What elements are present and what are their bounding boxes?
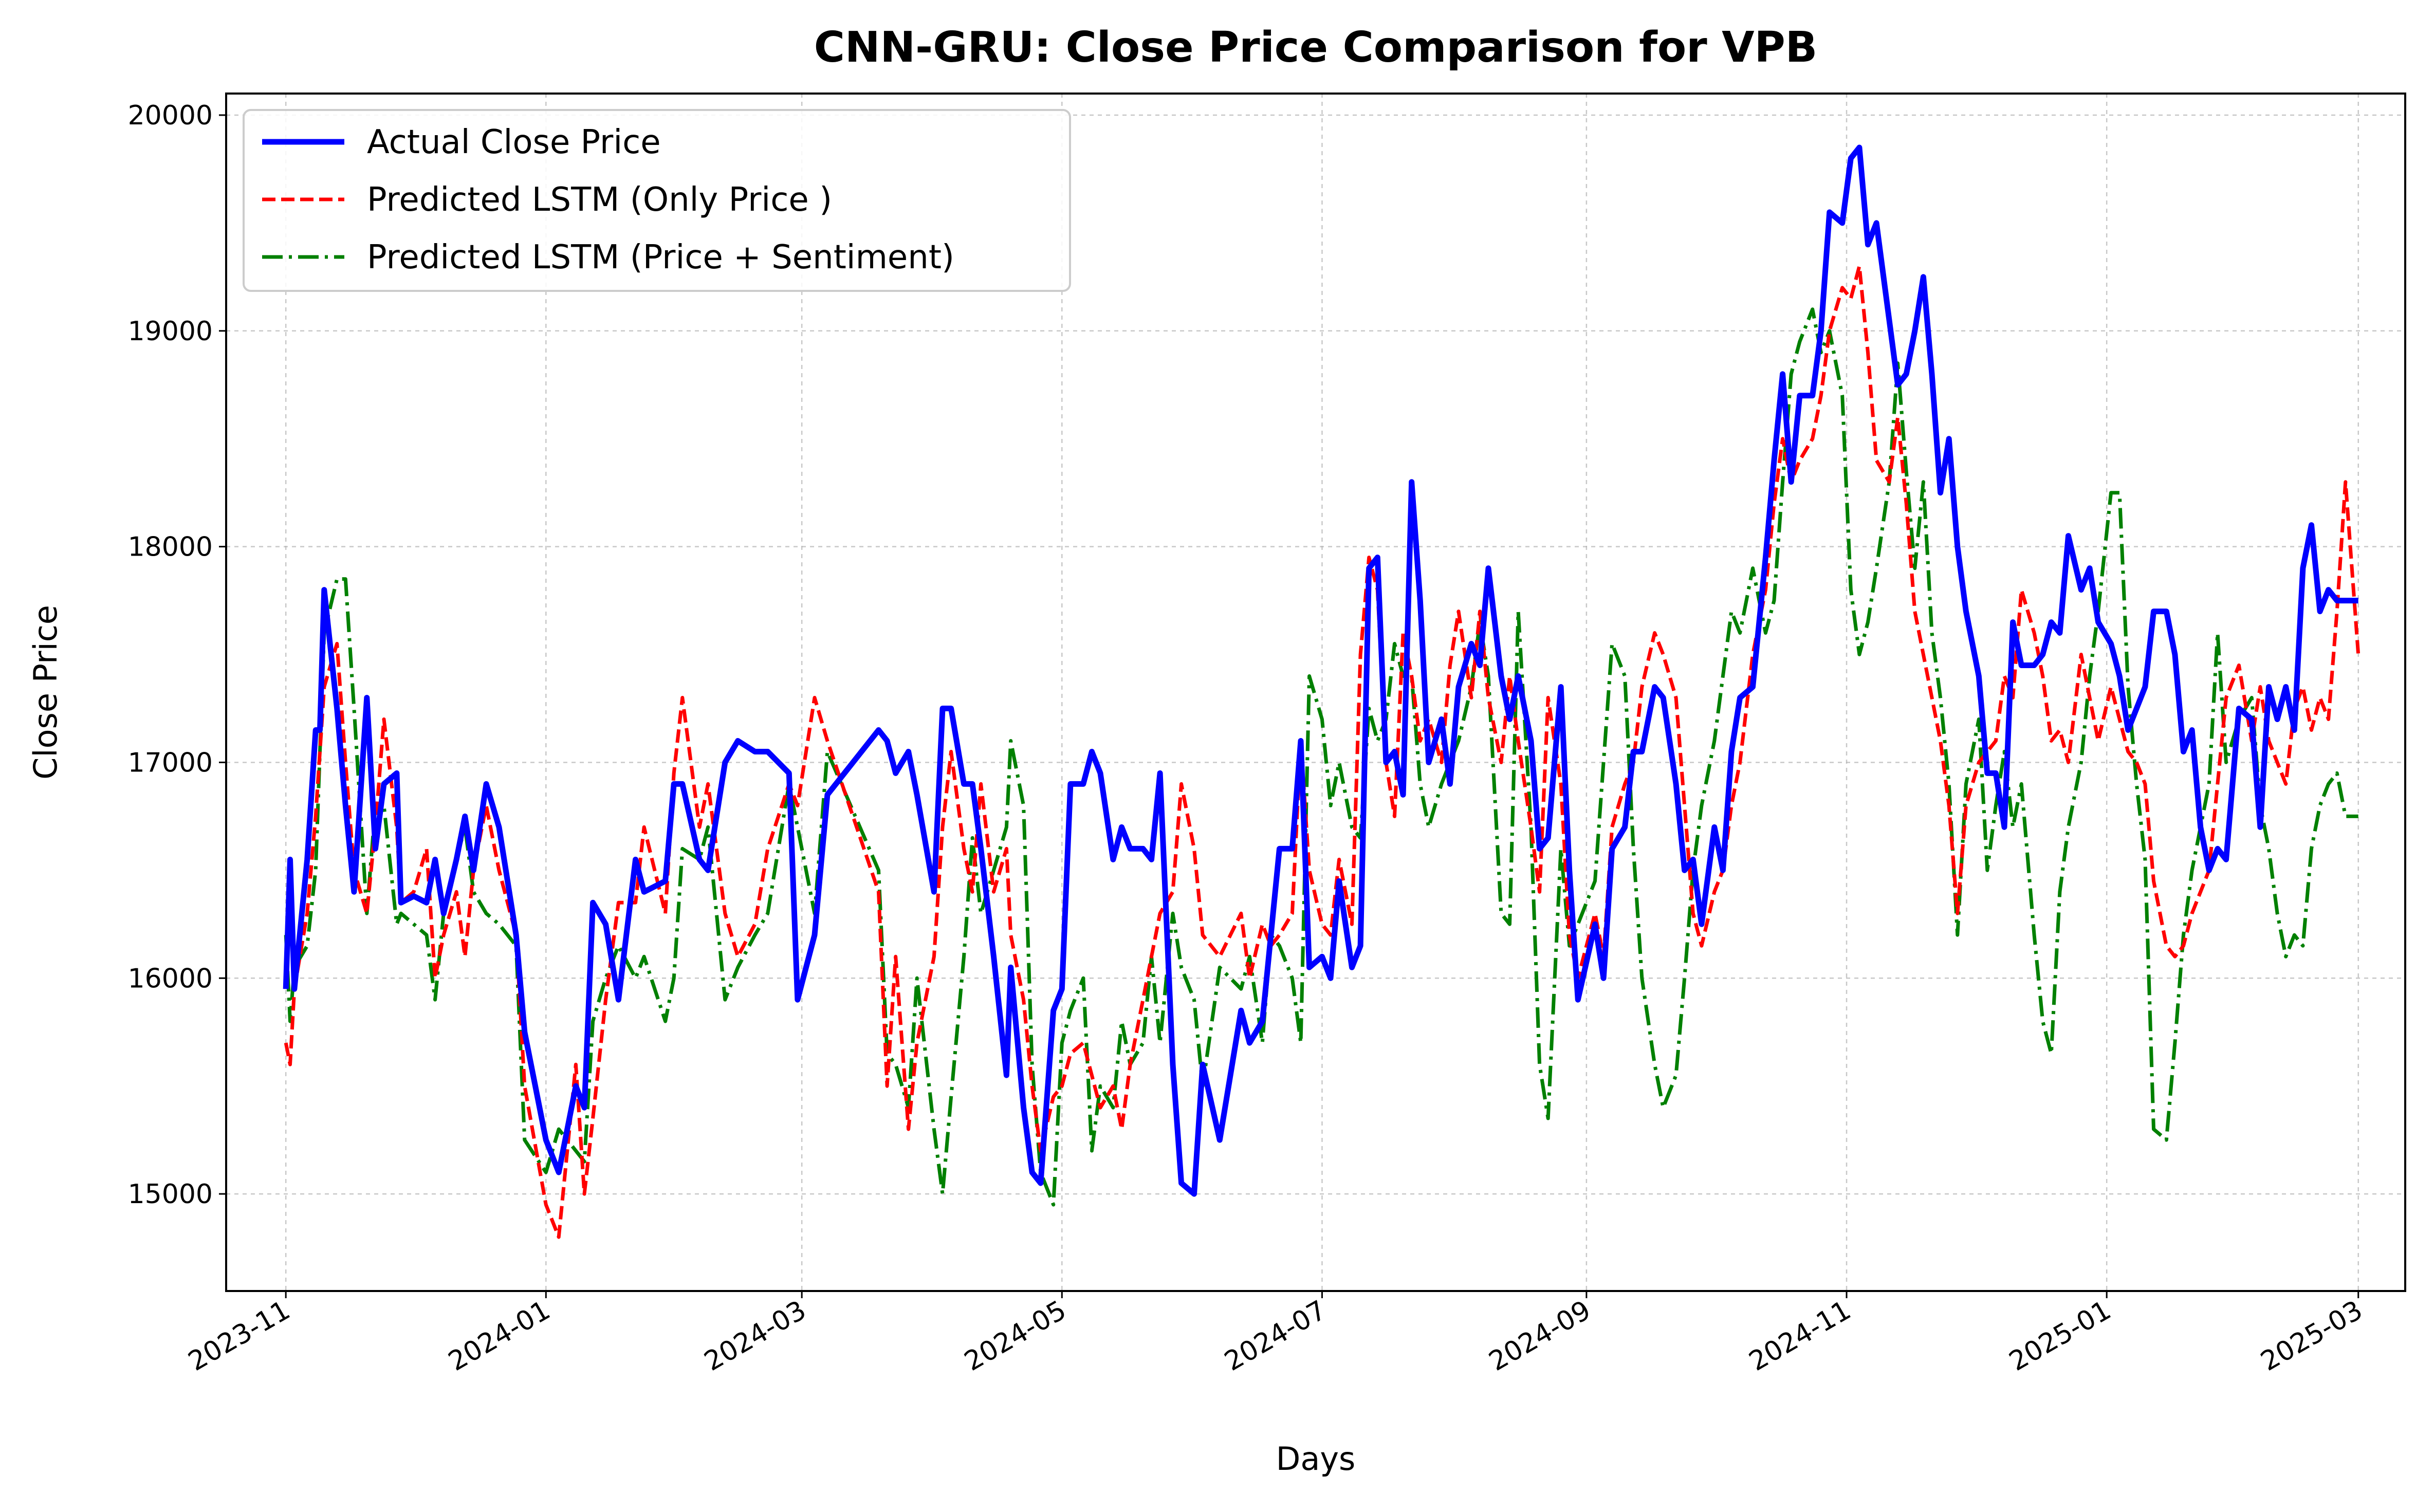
y-tick-label: 15000 (128, 1179, 213, 1210)
series-lines (283, 144, 2361, 1239)
x-axis-label: Days (1276, 1440, 1356, 1478)
legend-label-only-price: Predicted LSTM (Only Price ) (367, 181, 832, 219)
series-line-0 (283, 144, 2358, 1197)
series-line-1 (284, 264, 2361, 1239)
legend-label-price-sentiment: Predicted LSTM (Price + Sentiment) (367, 238, 954, 276)
chart-title: CNN-GRU: Close Price Comparison for VPB (814, 23, 1818, 72)
legend-box (243, 109, 1071, 292)
legend: Actual Close Price Predicted LSTM (Only … (243, 109, 1071, 292)
y-tick-label: 16000 (128, 963, 213, 994)
y-tick-label: 19000 (128, 316, 213, 347)
y-tick-label: 17000 (128, 747, 213, 778)
y-tick-label: 18000 (128, 532, 213, 563)
y-axis-ticks: 15000 16000 17000 18000 19000 20000 (128, 100, 226, 1210)
y-axis-label: Close Price (27, 605, 64, 780)
y-tick-label: 20000 (128, 100, 213, 131)
legend-label-actual: Actual Close Price (367, 123, 661, 161)
plot-frame (225, 93, 2406, 1292)
